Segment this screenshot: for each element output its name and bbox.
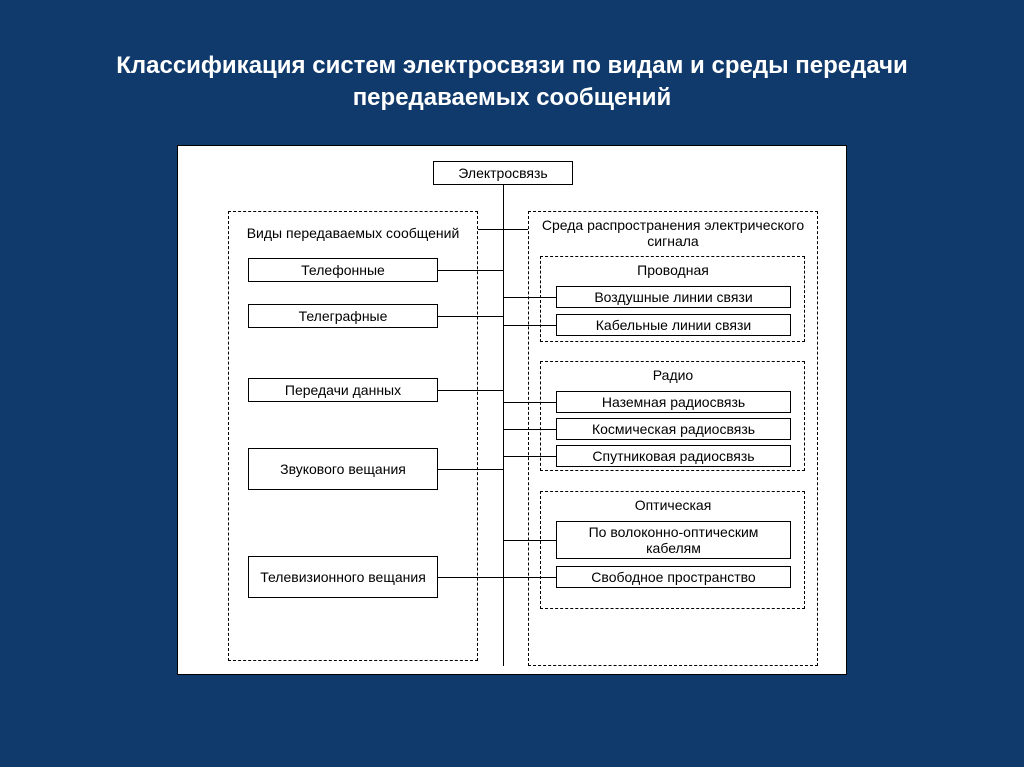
root-box: Электросвязь <box>433 161 573 185</box>
conn-right-sg2a <box>503 540 556 541</box>
left-item-0: Телефонные <box>248 258 438 282</box>
conn-left-1 <box>438 316 503 317</box>
classification-diagram: Электросвязь Виды передаваемых сообщений… <box>177 145 847 675</box>
subgroup-1-item-0: Наземная радиосвязь <box>556 391 791 413</box>
conn-left-0 <box>438 270 503 271</box>
conn-right-sg1a <box>503 402 556 403</box>
subgroup-2-item-0: По волоконно-оптическим кабелям <box>556 521 791 559</box>
subgroup-0-item-1: Кабельные линии связи <box>556 314 791 336</box>
conn-right-sg1b <box>503 429 556 430</box>
subgroup-0-item-0: Воздушные линии связи <box>556 286 791 308</box>
spine-line <box>503 185 504 666</box>
right-group-title: Среда распространения электрического сиг… <box>529 212 817 254</box>
left-group-title: Виды передаваемых сообщений <box>229 212 477 254</box>
conn-left-4 <box>438 577 503 578</box>
conn-left-3 <box>438 469 503 470</box>
subgroup-1-item-1: Космическая радиосвязь <box>556 418 791 440</box>
conn-left-2 <box>438 390 503 391</box>
conn-right-sg0 <box>503 297 556 298</box>
subgroup-1-item-2: Спутниковая радиосвязь <box>556 445 791 467</box>
subgroup-2-item-1: Свободное пространство <box>556 566 791 588</box>
subgroup-2-title: Оптическая <box>573 495 773 515</box>
conn-right-sg1c <box>503 456 556 457</box>
connector-spine-to-right <box>503 229 528 230</box>
conn-right-sg2b <box>503 577 556 578</box>
connector-spine-to-left <box>478 229 503 230</box>
left-item-3: Звукового вещания <box>248 448 438 490</box>
left-item-1: Телеграфные <box>248 304 438 328</box>
subgroup-1-title: Радио <box>573 365 773 385</box>
left-item-2: Передачи данных <box>248 378 438 402</box>
subgroup-0-title: Проводная <box>573 260 773 280</box>
page-title: Классификация систем электросвязи по вид… <box>0 0 1024 135</box>
conn-right-sg0b <box>503 325 556 326</box>
left-item-4: Телевизионного вещания <box>248 556 438 598</box>
